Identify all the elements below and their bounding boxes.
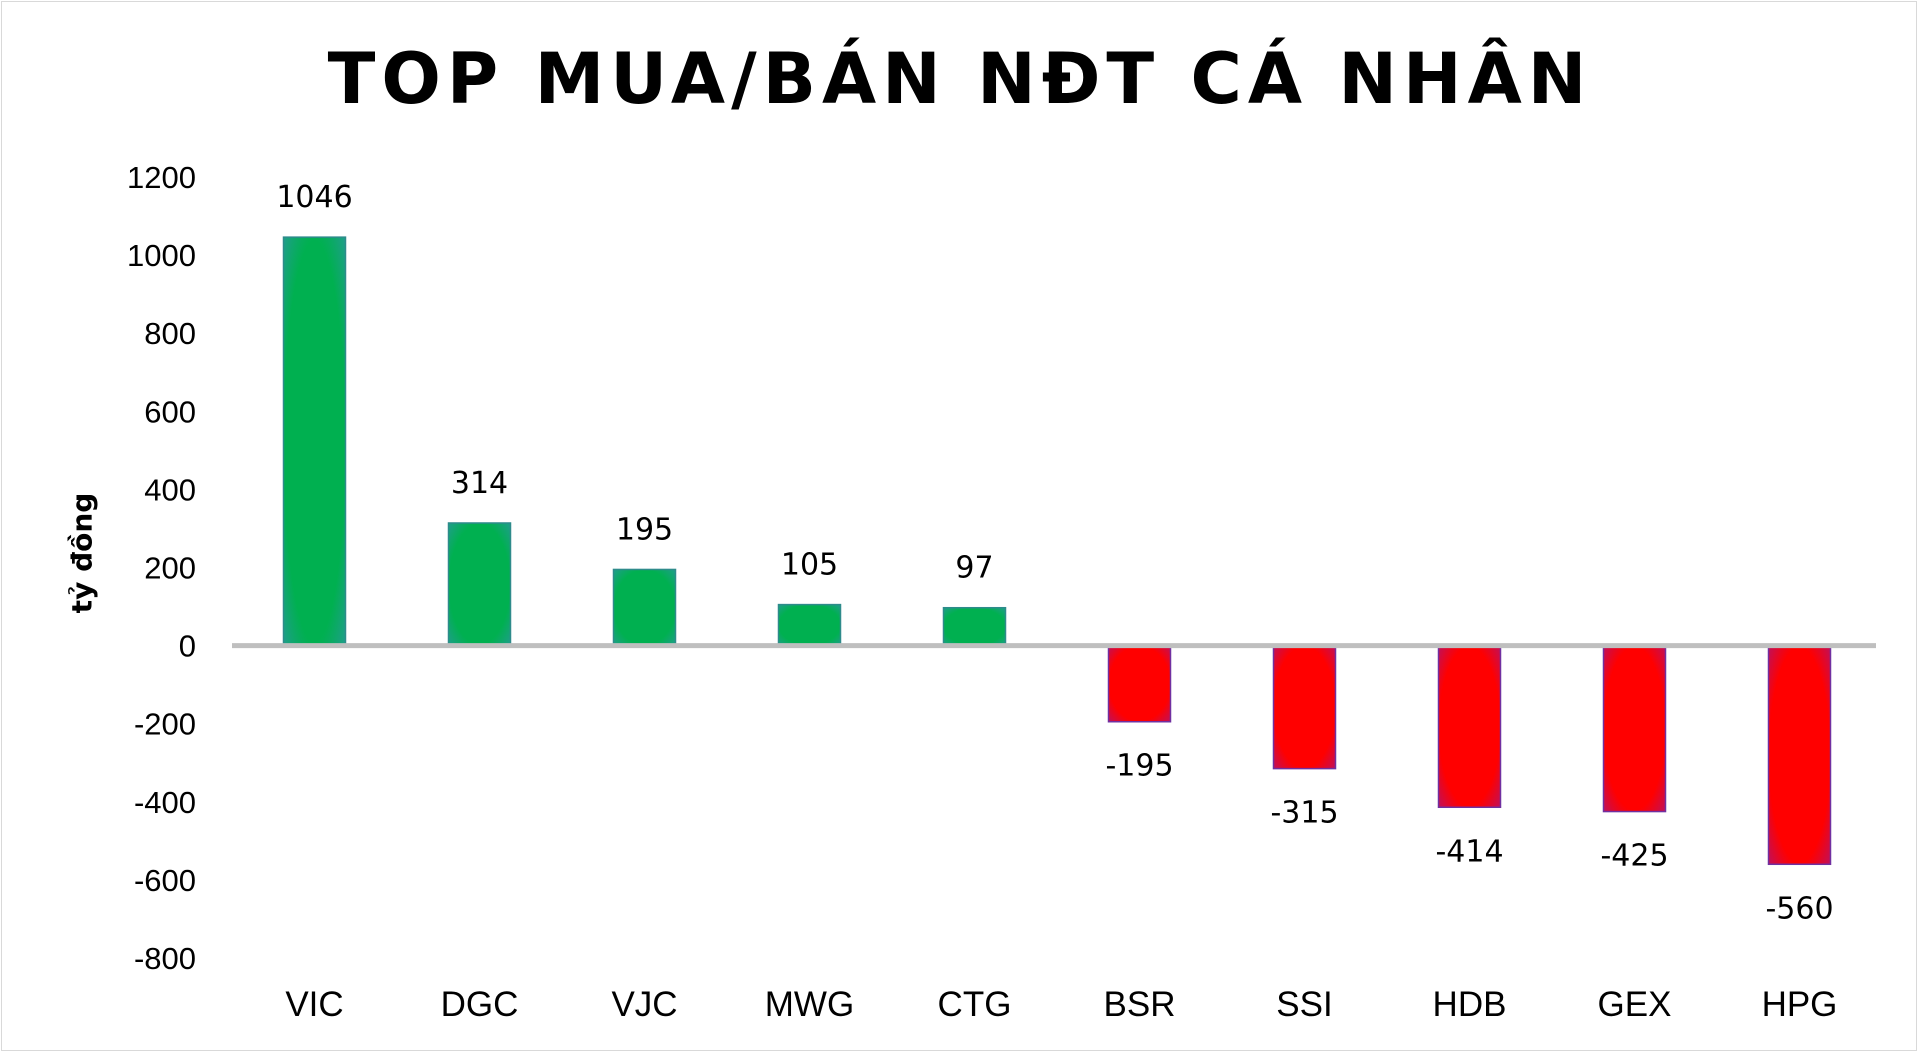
bar-gex: [1602, 644, 1667, 813]
data-label-gex: -425: [1600, 839, 1668, 874]
y-tick-label: 800: [144, 316, 196, 351]
x-tick-label-ctg: CTG: [938, 985, 1012, 1024]
bar-ctg: [942, 606, 1007, 647]
data-label-bsr: -195: [1105, 749, 1173, 784]
data-label-ctg: 97: [955, 551, 993, 586]
x-tick-label-bsr: BSR: [1104, 985, 1176, 1024]
data-labels-group: 1046 314 195 105 97 -195 -315 -414 -425 -560: [276, 180, 1833, 926]
y-tick-label: -200: [134, 707, 196, 742]
data-label-ssi: -315: [1270, 796, 1338, 831]
bar-hdb: [1437, 644, 1502, 809]
x-tick-label-ssi: SSI: [1276, 985, 1332, 1024]
y-tick-label: -600: [134, 863, 196, 898]
data-label-mwg: 105: [781, 548, 838, 583]
x-tick-label-dgc: DGC: [441, 985, 519, 1024]
y-axis-ticks: 1200 1000 800 600 400 200 0 -200 -400 -600 -800: [127, 160, 196, 976]
data-label-vjc: 195: [616, 512, 673, 547]
data-label-vic: 1046: [276, 180, 352, 215]
bar-vjc: [612, 568, 677, 647]
chart-title: TOP MUA/BÁN NĐT CÁ NHÂN: [327, 38, 1593, 120]
x-tick-label-gex: GEX: [1598, 985, 1672, 1024]
x-tick-label-vic: VIC: [285, 985, 343, 1024]
x-tick-label-hpg: HPG: [1762, 985, 1838, 1024]
data-label-hdb: -414: [1435, 834, 1503, 869]
data-label-dgc: 314: [451, 466, 508, 501]
category-labels-group: VIC DGC VJC MWG CTG BSR SSI HDB GEX HPG: [285, 985, 1837, 1024]
bars-group: [282, 236, 1832, 866]
x-tick-label-vjc: VJC: [611, 985, 677, 1024]
data-label-hpg: -560: [1765, 891, 1833, 926]
y-tick-label: -800: [134, 941, 196, 976]
y-tick-label: 1000: [127, 238, 196, 273]
y-tick-label: 200: [144, 551, 196, 586]
x-tick-label-mwg: MWG: [765, 985, 854, 1024]
y-tick-label: 0: [179, 629, 196, 664]
bar-hpg: [1767, 644, 1832, 866]
bar-dgc: [447, 522, 512, 647]
bar-mwg: [777, 603, 842, 647]
x-tick-label-hdb: HDB: [1433, 985, 1507, 1024]
y-tick-label: -400: [134, 785, 196, 820]
bar-vic: [282, 236, 347, 647]
bar-ssi: [1272, 644, 1337, 770]
y-tick-label: 600: [144, 394, 196, 429]
y-tick-label: 400: [144, 472, 196, 507]
y-tick-label: 1200: [127, 160, 196, 195]
bar-bsr: [1107, 644, 1172, 723]
